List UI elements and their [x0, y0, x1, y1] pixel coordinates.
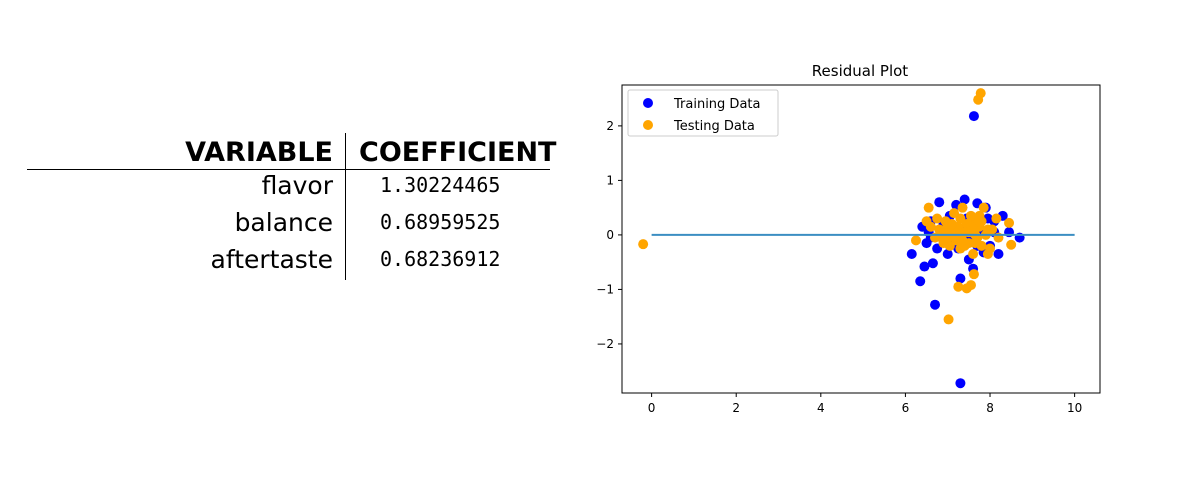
- y-tick-label: −1: [596, 282, 614, 296]
- testing-point: [968, 248, 979, 259]
- x-tick-label: 2: [732, 401, 740, 415]
- testing-point: [953, 281, 964, 292]
- column-divider: [345, 133, 346, 280]
- testing-point: [982, 248, 993, 259]
- testing-point: [968, 269, 979, 280]
- x-tick-label: 0: [648, 401, 656, 415]
- training-point: [942, 248, 953, 259]
- plot-frame: [621, 84, 1101, 394]
- y-tick-label: 1: [606, 173, 614, 187]
- testing-point: [974, 210, 985, 221]
- training-point: [959, 194, 970, 205]
- testing-point: [968, 224, 979, 235]
- training-point: [906, 248, 917, 259]
- training-point: [968, 111, 979, 122]
- testing-point: [957, 235, 968, 246]
- testing-point: [943, 314, 954, 325]
- table-row: flavor 1.30224465: [27, 171, 550, 209]
- legend-box: [627, 89, 779, 137]
- table-row: balance 0.68959525: [27, 208, 550, 246]
- table-row: aftertaste 0.68236912: [27, 245, 550, 283]
- testing-point: [991, 213, 1002, 224]
- testing-point: [965, 280, 976, 291]
- x-tick-label: 6: [902, 401, 910, 415]
- training-point: [934, 197, 945, 208]
- variable-name: aftertaste: [210, 245, 333, 274]
- y-tick-label: 2: [606, 119, 614, 133]
- training-point: [955, 378, 966, 389]
- testing-point: [970, 238, 981, 249]
- legend-label-testing: Testing Data: [673, 119, 755, 134]
- y-tick-label: 0: [606, 228, 614, 242]
- y-tick-label: −2: [596, 337, 614, 351]
- testing-point: [982, 224, 993, 235]
- testing-point: [921, 216, 932, 227]
- chart-title: Residual Plot: [812, 62, 909, 80]
- header-divider: [27, 169, 550, 170]
- testing-point: [910, 235, 921, 246]
- testing-point: [965, 210, 976, 221]
- axes: 0 2 4 6 8 10 −2 −1 0 1 2: [596, 119, 1082, 415]
- testing-point: [932, 213, 943, 224]
- legend-marker-testing: [643, 120, 653, 130]
- training-point: [919, 261, 930, 272]
- testing-point: [949, 208, 960, 219]
- training-point: [955, 273, 966, 284]
- training-point: [993, 248, 1004, 259]
- testing-point: [946, 219, 957, 230]
- header-coefficient: COEFFICIENT: [359, 137, 557, 168]
- x-tick-label: 8: [986, 401, 994, 415]
- variable-name: flavor: [261, 171, 333, 200]
- testing-point: [638, 239, 649, 250]
- testing-point: [973, 94, 984, 105]
- coefficient-value: 1.30224465: [380, 173, 501, 197]
- testing-point: [923, 202, 934, 213]
- coefficient-value: 0.68236912: [380, 247, 501, 271]
- testing-point: [978, 202, 989, 213]
- coefficient-value: 0.68959525: [380, 210, 501, 234]
- legend: Training Data Testing Data: [627, 89, 779, 137]
- coefficient-table: VARIABLE COEFFICIENT flavor 1.30224465 b…: [27, 133, 556, 283]
- training-point: [927, 258, 938, 269]
- x-tick-label: 4: [817, 401, 825, 415]
- training-point: [915, 276, 926, 287]
- variable-name: balance: [234, 208, 333, 237]
- testing-point: [944, 240, 955, 251]
- testing-point: [957, 202, 968, 213]
- legend-marker-training: [643, 98, 653, 108]
- residual-plot: Residual Plot 0 2 4 6 8 10 −2 −1 0 1 2 Training Da…: [596, 62, 1101, 415]
- testing-point: [1004, 217, 1015, 228]
- legend-label-training: Training Data: [673, 97, 760, 112]
- training-point: [930, 299, 941, 310]
- x-tick-label: 10: [1067, 401, 1082, 415]
- testing-point: [1006, 239, 1017, 250]
- header-variable: VARIABLE: [185, 137, 333, 168]
